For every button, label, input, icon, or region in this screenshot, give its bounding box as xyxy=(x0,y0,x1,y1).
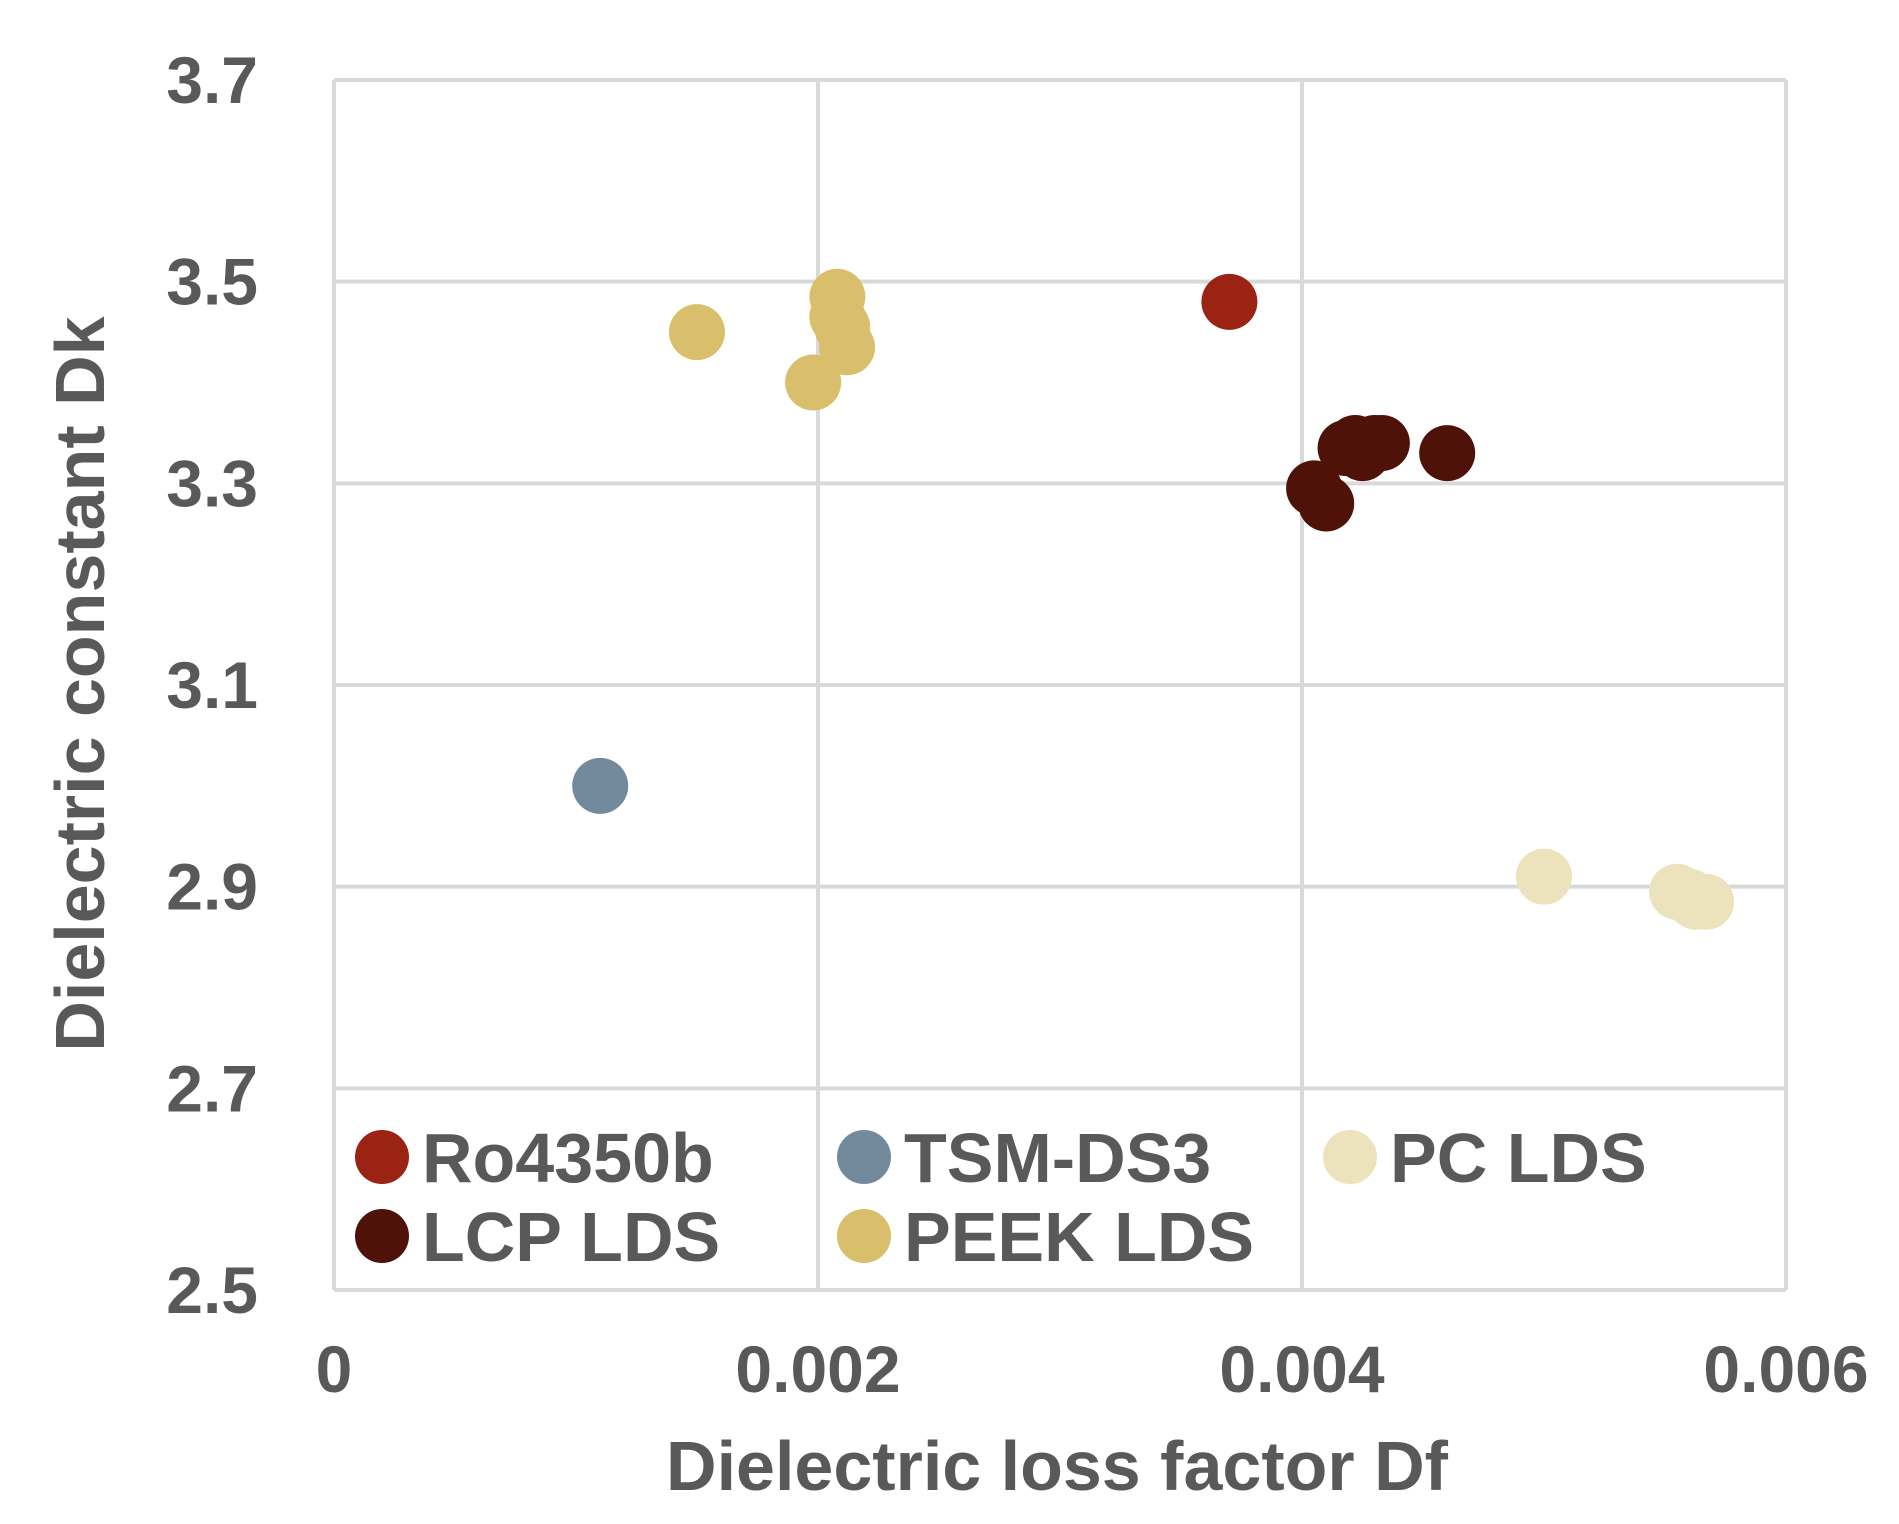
point-pc-lds xyxy=(1678,873,1735,930)
data-points xyxy=(572,268,1735,930)
legend-marker-ro4350b xyxy=(355,1130,409,1184)
point-peek-lds xyxy=(785,354,842,411)
point-ro4350b xyxy=(1201,273,1258,330)
x-tick-label: 0 xyxy=(316,1332,353,1406)
y-tick-label: 3.7 xyxy=(166,43,258,117)
legend: Ro4350b TSM-DS3 PC LDS LCP LDS PEEK LDS xyxy=(355,1119,1647,1276)
point-tsm-ds3 xyxy=(572,757,629,814)
legend-label-peek-lds: PEEK LDS xyxy=(904,1198,1254,1276)
legend-label-tsm-ds3: TSM-DS3 xyxy=(904,1119,1211,1197)
legend-marker-peek-lds xyxy=(837,1209,891,1263)
y-axis-ticks: 2.5 2.7 2.9 3.1 3.3 3.5 3.7 xyxy=(166,43,258,1327)
grid-lines xyxy=(332,78,1788,1292)
point-lcp-lds xyxy=(1298,475,1355,532)
point-lcp-lds xyxy=(1419,425,1476,482)
y-tick-label: 2.5 xyxy=(166,1253,258,1327)
point-peek-lds xyxy=(669,304,725,361)
x-tick-label: 0.004 xyxy=(1219,1332,1384,1406)
legend-label-lcp-lds: LCP LDS xyxy=(422,1198,720,1276)
x-tick-label: 0.006 xyxy=(1703,1332,1868,1406)
y-tick-label: 2.7 xyxy=(166,1051,258,1125)
point-lcp-lds xyxy=(1353,415,1410,471)
y-axis-title: Dielectric constant Dk xyxy=(41,316,119,1051)
legend-label-pc-lds: PC LDS xyxy=(1390,1119,1647,1197)
y-tick-label: 3.1 xyxy=(166,648,258,722)
y-tick-label: 3.5 xyxy=(166,245,258,319)
x-tick-label: 0.002 xyxy=(735,1332,900,1406)
point-pc-lds xyxy=(1516,848,1572,905)
x-axis-title: Dielectric loss factor Df xyxy=(666,1427,1449,1505)
legend-marker-lcp-lds xyxy=(355,1209,409,1263)
legend-marker-pc-lds xyxy=(1323,1130,1377,1184)
y-tick-label: 2.9 xyxy=(166,850,258,924)
legend-label-ro4350b: Ro4350b xyxy=(422,1119,714,1197)
y-tick-label: 3.3 xyxy=(166,446,258,520)
x-axis-ticks: 0 0.002 0.004 0.006 xyxy=(316,1332,1869,1406)
point-peek-lds xyxy=(819,319,876,376)
legend-marker-tsm-ds3 xyxy=(837,1130,891,1184)
